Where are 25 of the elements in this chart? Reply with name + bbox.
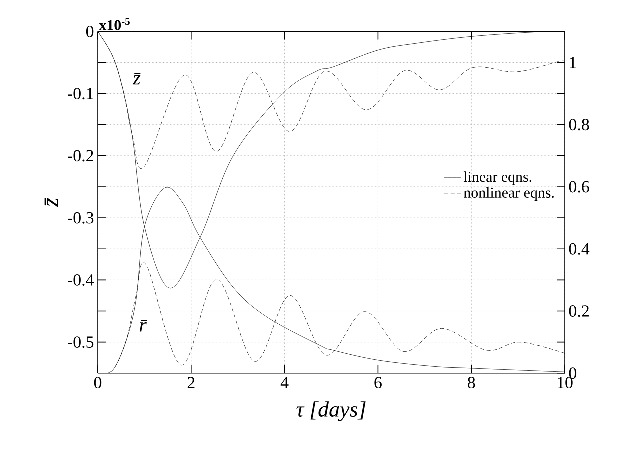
x-tick-label: 10 <box>558 377 573 389</box>
annotation: r̄ <box>140 320 148 332</box>
x-tick-label: 4 <box>280 377 289 388</box>
y2-tick-label: 0 <box>569 368 577 380</box>
y-tick-label: -0.4 <box>68 274 94 286</box>
text: x10$^{-5}$ <box>99 18 130 30</box>
legend-label: linear eqns. <box>464 172 532 186</box>
y2-tick-label: 0.4 <box>569 243 590 255</box>
x-axis-title: τ [days] <box>296 402 366 422</box>
y-tick-label: 0 <box>86 26 94 38</box>
y-tick-label: -0.1 <box>68 88 94 100</box>
y2-tick-label: 0.8 <box>569 119 590 131</box>
y2-tick-label: 0.6 <box>569 181 590 193</box>
x-tick-label: 2 <box>188 377 195 388</box>
y2-tick-label: 0.2 <box>569 306 589 318</box>
legend-label: nonlinear eqns. <box>464 187 554 202</box>
y-tick-label: -0.2 <box>68 150 94 162</box>
y-axis-title: z̄ <box>44 198 58 208</box>
x-tick-label: 6 <box>374 377 382 389</box>
x-tick-label: 0 <box>94 377 102 389</box>
y-tick-label: -0.3 <box>68 212 94 224</box>
annotation: z̄ <box>132 73 141 85</box>
y-tick-label: -0.5 <box>68 336 94 348</box>
x-tick-label: 8 <box>468 377 476 389</box>
y2-tick-label: 1 <box>570 57 576 68</box>
